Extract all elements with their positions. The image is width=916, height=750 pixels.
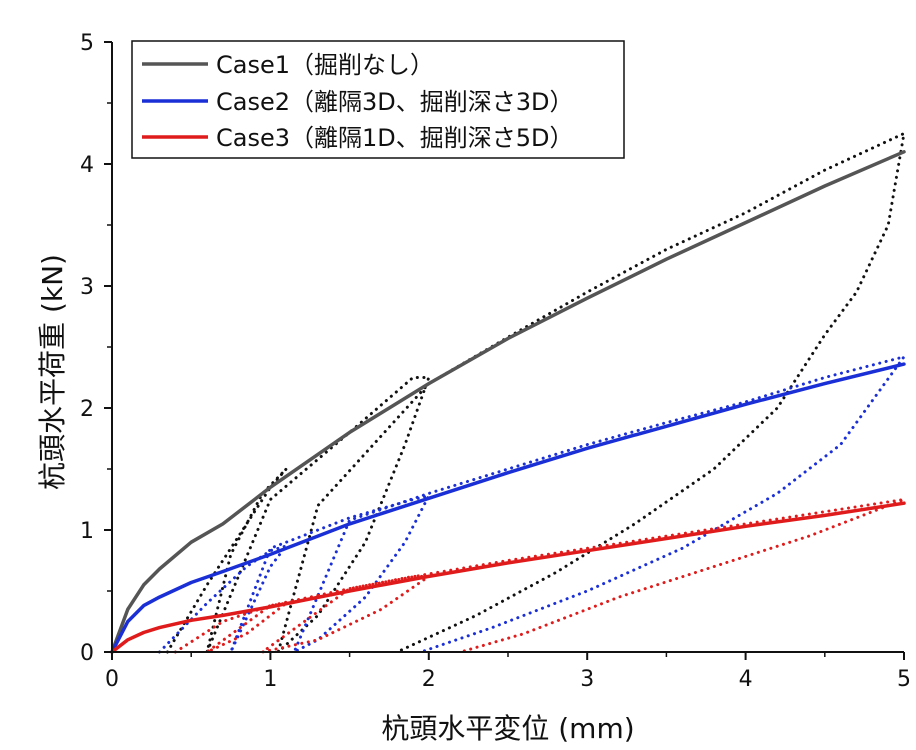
series-5-cyclic-dotted-line [158,355,906,654]
y-tick-label: 5 [80,31,94,56]
axes [104,41,905,660]
series-4-cyclic-dotted-line [165,132,906,654]
x-tick-label: 5 [897,667,911,692]
y-axis-title: 杭頭水平荷重 (kN) [36,254,69,490]
series-2-solid-line [110,362,906,654]
x-axis-title: 杭頭水平変位 (mm) [381,712,634,745]
x-tick-label: 3 [580,667,594,692]
x-tick-label: 1 [263,667,277,692]
legend-label-case1: Case1（掘削なし） [216,51,434,79]
tick-labels: 0 1 2 3 4 5 0 1 2 3 4 5 [80,31,911,692]
y-tick-label: 4 [80,153,94,178]
x-tick-label: 0 [105,667,119,692]
x-tick-label: 2 [422,667,436,692]
x-tick-label: 4 [739,667,753,692]
legend: Case1（掘削なし） Case2（離隔3D、掘削深さ3D） Case3（離隔1… [131,40,625,159]
series-3-solid-line [110,501,906,654]
y-tick-label: 1 [80,519,94,544]
legend-label-case2: Case2（離隔3D、掘削深さ3D） [216,88,574,116]
legend-label-case3: Case3（離隔1D、掘削深さ5D） [216,124,574,152]
legend-box [131,40,625,159]
y-tick-label: 0 [80,641,94,666]
series-1-solid-line [110,150,906,654]
y-tick-label: 3 [80,275,94,300]
y-tick-label: 2 [80,397,94,422]
